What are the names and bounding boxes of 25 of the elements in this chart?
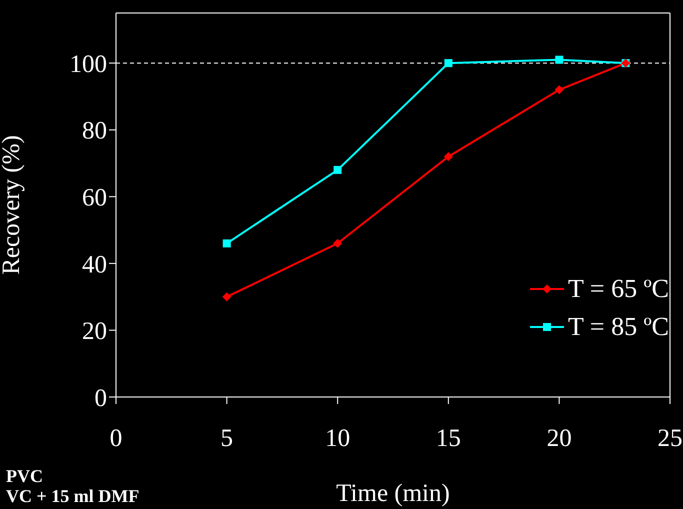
point — [554, 85, 564, 94]
point — [555, 56, 564, 64]
point — [333, 238, 342, 248]
point — [222, 239, 231, 248]
point — [444, 152, 453, 162]
x-tick-label: 10 — [325, 424, 350, 452]
x-tick-label: 15 — [436, 424, 461, 452]
y-tick-label: 100 — [70, 50, 107, 78]
x-tick-label: 25 — [658, 424, 682, 452]
legend-label: T = 85 ºC — [568, 312, 669, 342]
x-tick-label: 5 — [220, 424, 234, 452]
x-axis-title: Time (min) — [336, 480, 450, 507]
y-tick-label: 60 — [82, 184, 107, 212]
y-axis-title: Recovery (%) — [0, 135, 25, 275]
text: PVC — [6, 466, 44, 486]
text: VC + 15 ml DMF — [6, 486, 140, 506]
point — [222, 292, 232, 302]
legend-label: T = 65 ºC — [568, 274, 669, 304]
y-tick-label: 40 — [82, 251, 107, 278]
y-tick-label: 20 — [82, 318, 107, 346]
y-tick-label: 0 — [94, 384, 107, 412]
point — [334, 166, 342, 174]
point — [444, 59, 452, 68]
x-tick-label: 20 — [546, 424, 572, 452]
y-tick-label: 80 — [82, 118, 107, 145]
